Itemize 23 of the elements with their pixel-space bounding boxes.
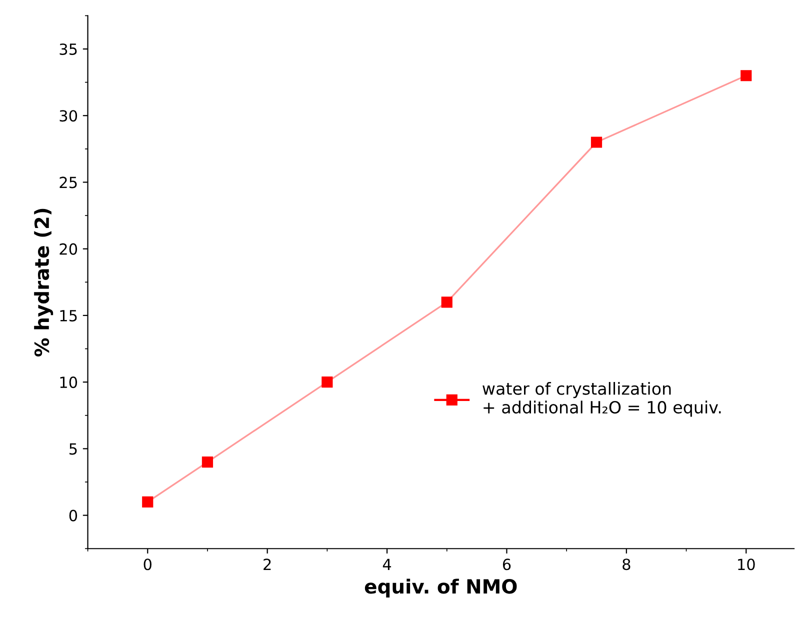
point — [740, 70, 752, 82]
x-tick-label: 6 — [502, 558, 511, 570]
y-tick-label: 20 — [60, 243, 78, 255]
y-axis-title: % hydrate (2) — [34, 208, 54, 356]
x-tick-label: 2 — [264, 558, 271, 570]
point — [322, 376, 333, 388]
x-tick-label: 10 — [738, 558, 755, 570]
x-tick-label: 8 — [622, 558, 630, 570]
y-tick-label: 30 — [60, 110, 78, 122]
y-tick-label: 5 — [70, 443, 77, 455]
legend-label: water of crystallization + additional H₂O = 10 equiv. — [482, 382, 721, 417]
point — [142, 496, 154, 508]
point — [202, 456, 214, 468]
point — [590, 136, 602, 148]
point — [441, 296, 452, 308]
y-tick-label: 15 — [60, 310, 77, 322]
x-tick-label: 4 — [382, 558, 392, 570]
y-tick-label: 25 — [60, 176, 77, 188]
x-axis-title: equiv. of NMO — [364, 578, 517, 598]
x-tick-label: 0 — [144, 558, 152, 570]
y-tick-label: 0 — [69, 510, 78, 522]
y-tick-label: 35 — [60, 43, 77, 56]
y-tick-label: 10 — [60, 376, 78, 388]
